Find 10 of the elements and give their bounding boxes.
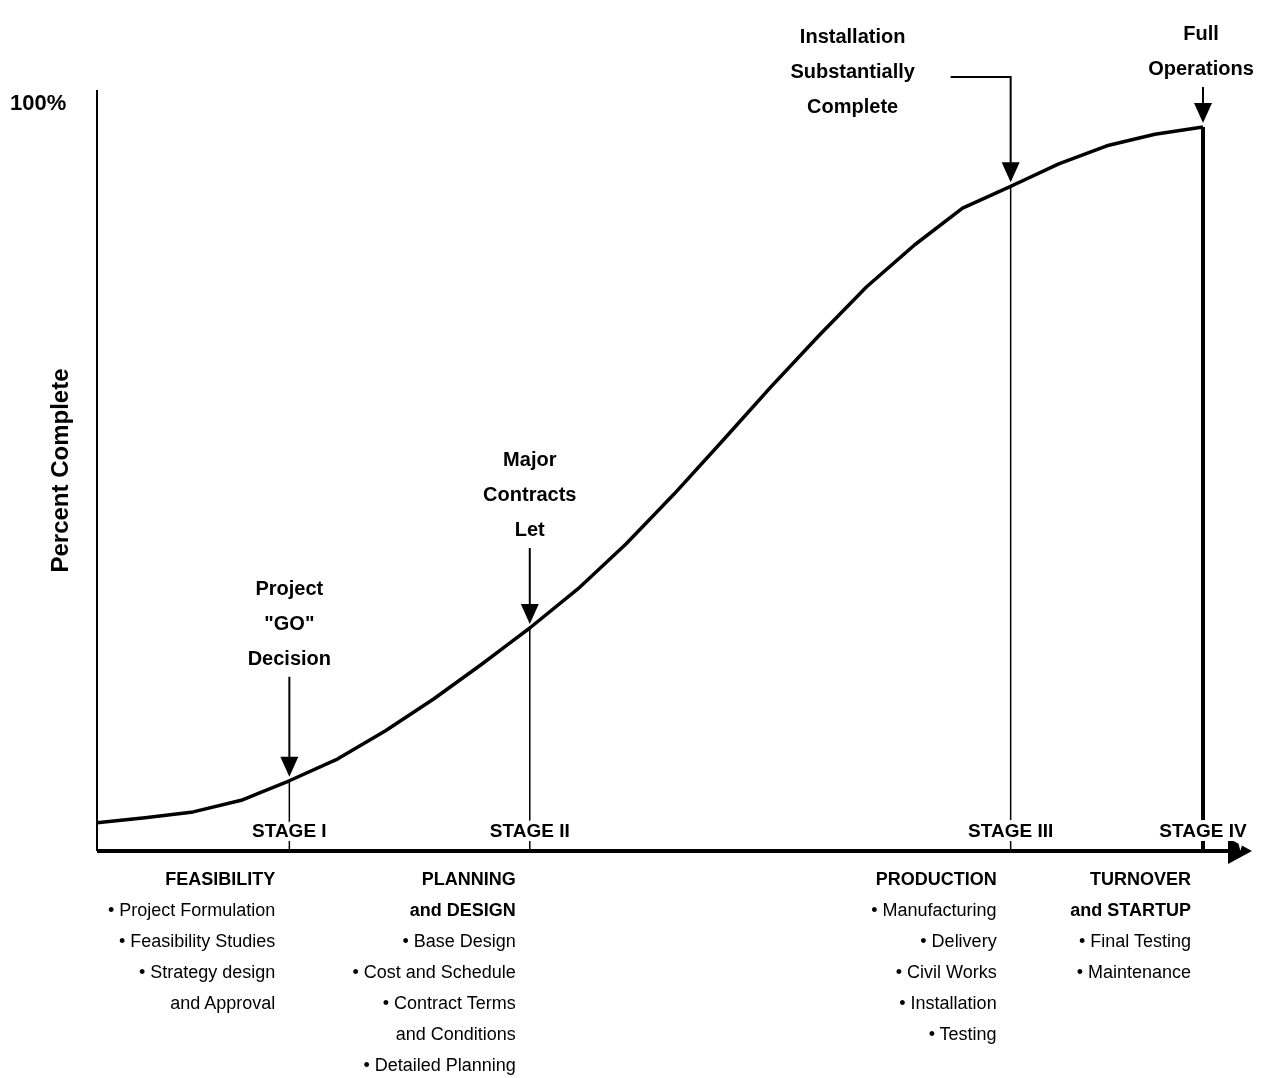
y-axis-title: Percent Complete (46, 368, 73, 573)
annotation: Project "GO" Decision (247, 576, 332, 669)
text: 100% (10, 90, 67, 115)
ref-line-label: TURNOVER and STARTUP • Final Testing • Maintenance (1070, 869, 1191, 982)
annotation: Major Contracts Let (483, 448, 577, 541)
ref-line-label: FEASIBILITY • Project Formulation • Feasibility Studies • Strategy design and Approval (107, 869, 276, 1013)
ref-line-label: PLANNING and DESIGN • Base Design • Cost and Schedule • Contract Terms and Conditions • Detailed Planning (352, 869, 516, 1075)
text: Installation Substantially Complete (790, 25, 916, 117)
ref-line-label: PRODUCTION • Manufacturing • Delivery • Civil Works • Installation • Testing (871, 869, 997, 1044)
annotation: Full Operations (1148, 22, 1254, 79)
